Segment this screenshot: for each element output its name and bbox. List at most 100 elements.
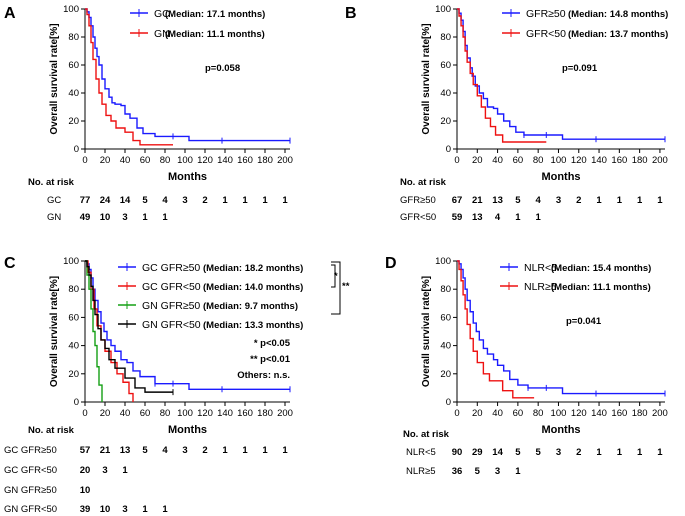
risk-row-label: GFR<50 xyxy=(400,212,436,223)
risk-count: 4 xyxy=(162,445,168,456)
x-tick-label: 140 xyxy=(217,155,233,166)
legend-median: (Median: 11.1 months) xyxy=(551,282,651,293)
y-tick-label: 100 xyxy=(435,256,451,267)
risk-count: 1 xyxy=(617,195,623,206)
risk-count: 1 xyxy=(596,447,602,458)
y-tick-label: 40 xyxy=(440,341,451,352)
risk-count: 10 xyxy=(100,212,111,223)
legend-series-name: GC xyxy=(154,8,170,20)
risk-count: 1 xyxy=(637,447,643,458)
legend-median: (Median: 17.1 months) xyxy=(165,9,265,20)
risk-count: 4 xyxy=(495,212,501,223)
x-tick-label: 20 xyxy=(100,155,111,166)
y-tick-label: 20 xyxy=(440,369,451,380)
risk-count: 1 xyxy=(262,195,268,206)
risk-count: 49 xyxy=(80,212,91,223)
risk-count: 39 xyxy=(80,504,91,515)
risk-table-title: No. at risk xyxy=(400,177,447,188)
risk-count: 3 xyxy=(182,445,187,456)
risk-count: 1 xyxy=(657,195,663,206)
risk-count: 1 xyxy=(657,447,663,458)
risk-count: 13 xyxy=(492,195,503,206)
bracket-mark: ** xyxy=(342,281,350,292)
risk-count: 21 xyxy=(100,445,111,456)
risk-row-label: GC GFR<50 xyxy=(4,465,57,476)
km-panel-d: D 0 20 40 60 80 100 0 20 40 60 80 100 120 140 160 180 200… xyxy=(385,255,668,477)
panel-label: D xyxy=(385,255,397,272)
y-tick-label: 0 xyxy=(74,397,79,408)
risk-count: 5 xyxy=(536,447,542,458)
risk-count: 1 xyxy=(515,212,521,223)
x-tick-label: 20 xyxy=(472,155,483,166)
legend-series-name: GC GFR<50 xyxy=(142,281,201,293)
x-tick-label: 120 xyxy=(571,408,587,419)
x-tick-label: 140 xyxy=(591,408,607,419)
legend-series-name: GFR≥50 xyxy=(526,8,566,20)
y-tick-label: 100 xyxy=(63,256,79,267)
risk-count: 1 xyxy=(515,466,521,477)
km-panel-a: A 0 20 40 60 80 100 0 20 40 60 80 100 120 140 160 180 200… xyxy=(4,4,293,223)
y-tick-label: 40 xyxy=(440,88,451,99)
y-tick-label: 80 xyxy=(440,32,451,43)
x-tick-label: 140 xyxy=(591,155,607,166)
annotation: p=0.041 xyxy=(566,316,602,327)
km-curve-series xyxy=(85,8,173,146)
risk-row-label: GN GFR≥50 xyxy=(4,485,57,496)
risk-count: 10 xyxy=(80,485,91,496)
risk-count: 57 xyxy=(80,445,91,456)
risk-count: 2 xyxy=(576,195,581,206)
y-tick-label: 60 xyxy=(440,312,451,323)
risk-count: 1 xyxy=(222,195,228,206)
risk-count: 13 xyxy=(472,212,483,223)
y-tick-label: 60 xyxy=(440,60,451,71)
risk-count: 3 xyxy=(122,212,127,223)
risk-count: 10 xyxy=(100,504,111,515)
km-curve-series xyxy=(457,260,535,399)
annotation: ** p<0.01 xyxy=(250,354,291,365)
x-tick-label: 140 xyxy=(217,408,233,419)
y-tick-label: 60 xyxy=(68,60,79,71)
x-tick-label: 120 xyxy=(571,155,587,166)
km-curve-series xyxy=(457,260,665,395)
x-tick-label: 20 xyxy=(100,408,111,419)
risk-count: 14 xyxy=(492,447,503,458)
x-tick-label: 80 xyxy=(533,408,544,419)
x-tick-label: 40 xyxy=(492,408,503,419)
x-tick-label: 80 xyxy=(160,155,171,166)
risk-count: 1 xyxy=(596,195,602,206)
risk-count: 4 xyxy=(162,195,168,206)
risk-count: 1 xyxy=(222,445,228,456)
x-tick-label: 200 xyxy=(652,155,668,166)
x-tick-label: 0 xyxy=(454,155,459,166)
x-tick-label: 100 xyxy=(177,408,193,419)
y-tick-label: 40 xyxy=(68,341,79,352)
risk-count: 3 xyxy=(122,504,127,515)
km-panel-b: B 0 20 40 60 80 100 0 20 40 60 80 100 120 140 160 180 200… xyxy=(345,4,668,223)
bracket-mark: * xyxy=(334,271,338,282)
x-tick-label: 180 xyxy=(257,408,273,419)
y-axis-title: Overall survival rate[%] xyxy=(421,276,432,387)
y-tick-label: 80 xyxy=(440,284,451,295)
risk-count: 59 xyxy=(452,212,463,223)
risk-count: 1 xyxy=(282,195,288,206)
y-tick-label: 0 xyxy=(446,397,451,408)
x-tick-label: 40 xyxy=(120,408,131,419)
x-tick-label: 200 xyxy=(277,408,293,419)
risk-count: 1 xyxy=(242,445,248,456)
risk-count: 13 xyxy=(120,445,131,456)
x-tick-label: 180 xyxy=(632,408,648,419)
x-tick-label: 100 xyxy=(551,408,567,419)
annotation: p=0.058 xyxy=(205,63,240,74)
y-tick-label: 0 xyxy=(74,144,79,155)
risk-count: 1 xyxy=(536,212,542,223)
risk-count: 3 xyxy=(102,465,107,476)
annotation: * p<0.05 xyxy=(254,338,291,349)
legend-median: (Median: 9.7 months) xyxy=(203,301,298,312)
risk-count: 5 xyxy=(142,195,148,206)
y-tick-label: 100 xyxy=(63,4,79,15)
panel-label: A xyxy=(4,5,16,22)
risk-count: 20 xyxy=(80,465,91,476)
risk-table-title: No. at risk xyxy=(28,425,75,436)
y-tick-label: 20 xyxy=(68,369,79,380)
x-tick-label: 60 xyxy=(513,408,524,419)
